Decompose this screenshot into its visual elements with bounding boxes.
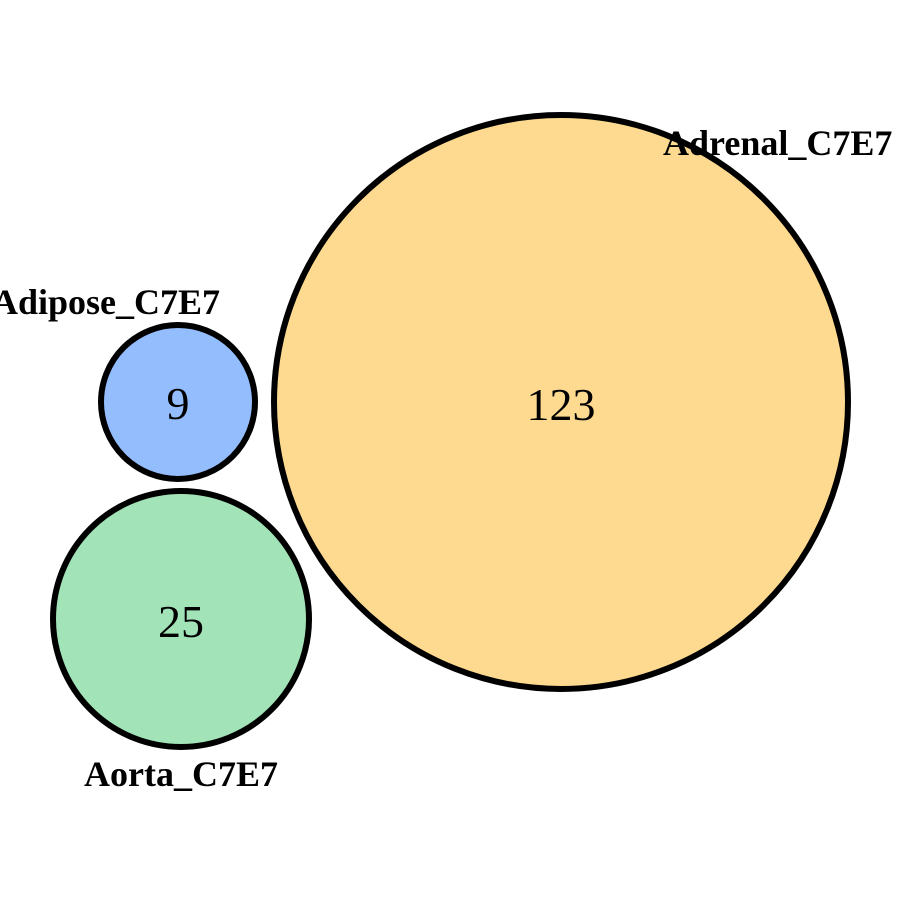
set-adrenal: 123 Adrenal_C7E7 [271, 112, 892, 692]
set-aorta: 25 Aorta_C7E7 [50, 488, 312, 794]
count-aorta: 25 [158, 596, 204, 647]
circle-aorta [50, 488, 312, 750]
label-adipose: Adipose_C7E7 [0, 282, 220, 322]
label-aorta: Aorta_C7E7 [84, 754, 278, 794]
count-adipose: 9 [167, 378, 190, 429]
label-adrenal: Adrenal_C7E7 [663, 123, 892, 163]
count-adrenal: 123 [527, 379, 596, 430]
set-adipose: 9 Adipose_C7E7 [0, 282, 258, 482]
circle-adipose [98, 322, 258, 482]
circle-adrenal [271, 112, 851, 692]
